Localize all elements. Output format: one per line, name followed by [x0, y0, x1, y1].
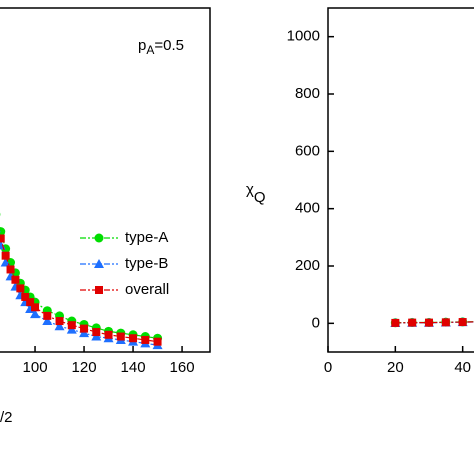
legend-marker — [94, 233, 104, 243]
marker — [43, 311, 52, 320]
x-tick-label: 140 — [121, 359, 146, 376]
legend-label: type-A — [125, 229, 168, 246]
annotation: pA=0.5 — [138, 37, 184, 57]
legend-marker — [95, 286, 103, 294]
marker — [0, 234, 5, 243]
marker — [6, 265, 15, 274]
marker — [0, 227, 6, 237]
plot-frame — [327, 7, 474, 353]
marker — [55, 317, 64, 326]
marker — [54, 321, 65, 331]
marker — [104, 330, 113, 339]
marker — [67, 321, 76, 330]
x-tick-label: 0 — [324, 359, 332, 376]
y-tick-label: 400 — [295, 200, 320, 217]
marker — [30, 309, 41, 319]
marker — [80, 324, 89, 333]
x-tick-label: 40 — [454, 359, 471, 376]
y-tick-label: 0 — [312, 314, 320, 331]
legend-label: overall — [125, 281, 169, 298]
marker — [458, 318, 467, 327]
marker — [26, 298, 35, 307]
y-tick-label: 800 — [295, 85, 320, 102]
marker — [129, 334, 138, 343]
marker — [42, 316, 53, 326]
y-axis-label: χQ — [246, 181, 266, 206]
marker — [141, 335, 150, 344]
legend-marker — [94, 259, 104, 268]
x-tick-label: 160 — [170, 359, 195, 376]
marker — [92, 328, 101, 337]
marker — [408, 318, 417, 327]
plot-frame — [0, 7, 211, 353]
y-tick-label: 200 — [295, 257, 320, 274]
marker — [21, 292, 30, 301]
legend-label: type-B — [125, 255, 168, 272]
marker — [391, 318, 400, 327]
marker — [0, 230, 1, 233]
marker — [116, 332, 125, 341]
marker — [31, 303, 40, 312]
marker — [16, 284, 25, 293]
y-tick-label: 1000 — [287, 28, 320, 45]
x-axis-label: /2 — [0, 409, 13, 426]
marker — [153, 337, 162, 346]
marker — [11, 275, 20, 284]
marker — [441, 318, 450, 327]
x-tick-label: 120 — [72, 359, 97, 376]
x-tick-label: 20 — [387, 359, 404, 376]
x-tick-label: 100 — [23, 359, 48, 376]
y-tick-label: 600 — [295, 142, 320, 159]
marker — [425, 318, 433, 327]
marker — [1, 251, 10, 260]
